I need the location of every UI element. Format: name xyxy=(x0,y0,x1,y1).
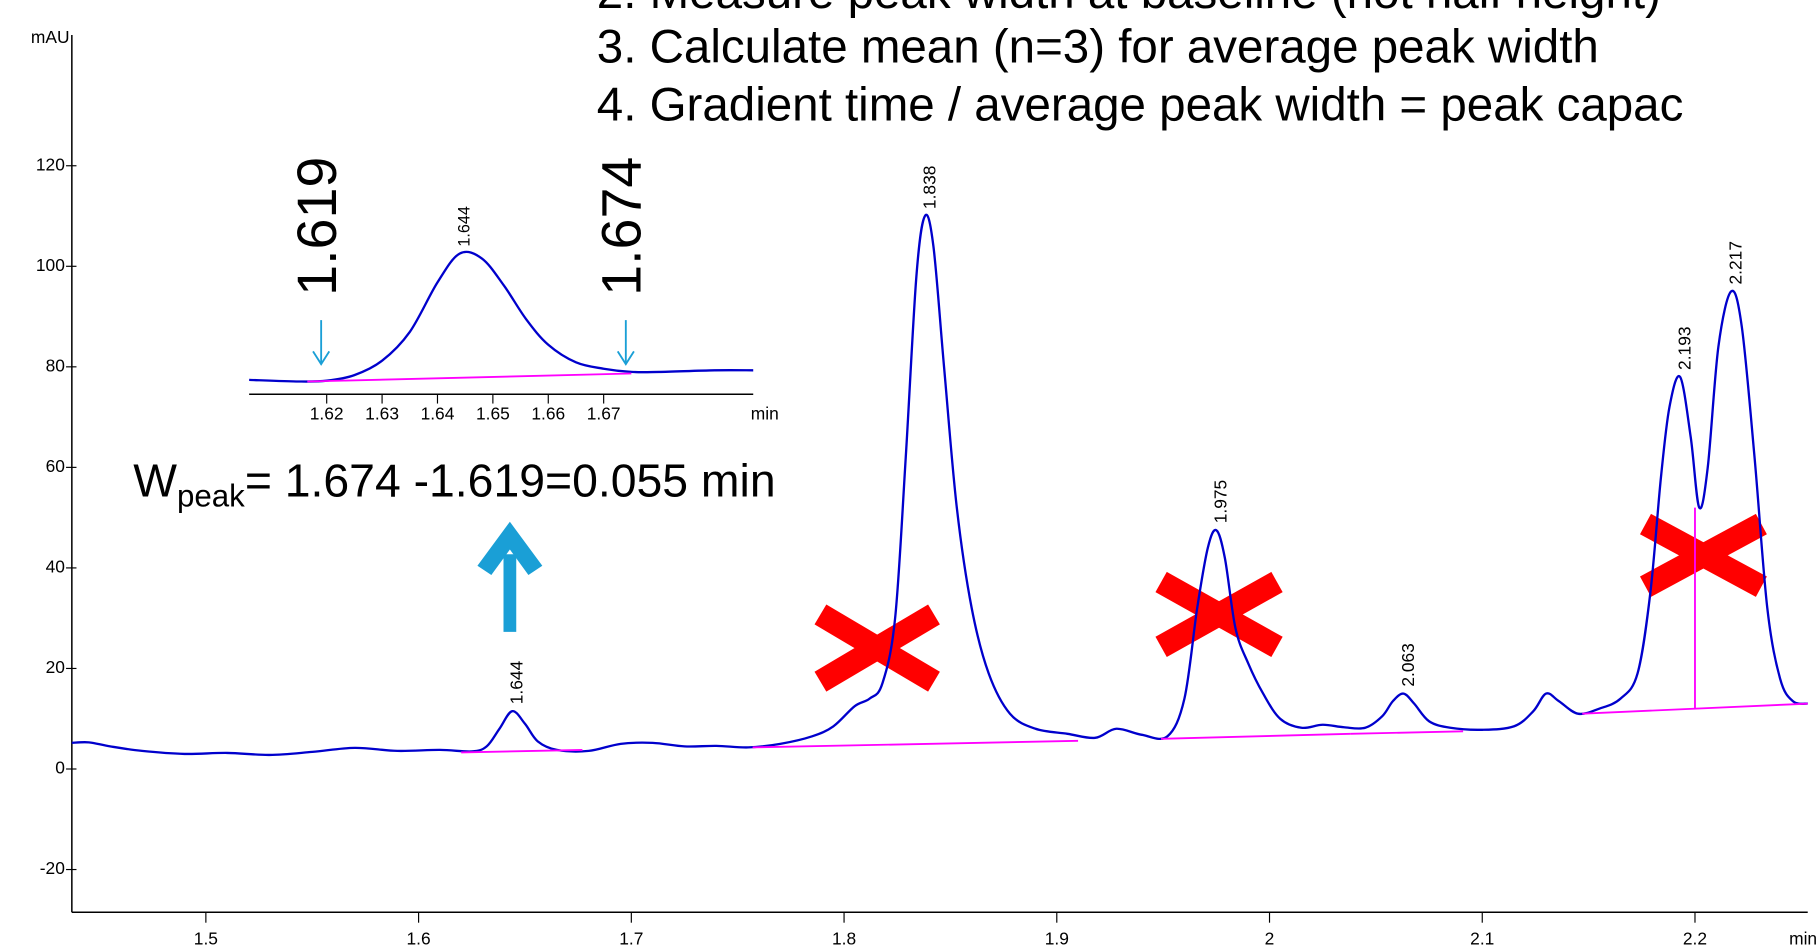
cross xyxy=(1155,571,1283,658)
marker-arrow-head xyxy=(312,350,331,366)
x-tick-label: 2.1 xyxy=(1470,929,1494,945)
y-tick-label: 40 xyxy=(46,557,65,577)
cross-marks xyxy=(814,513,1767,692)
y-axis-label: mAU xyxy=(31,27,70,47)
peak-label: 1.644 xyxy=(456,206,474,247)
peak-label: 1.644 xyxy=(507,660,527,704)
integration-baseline xyxy=(1350,730,1464,735)
x-tick-label: 1.8 xyxy=(832,929,856,945)
peak-label: 2.063 xyxy=(1398,643,1418,686)
integration-baseline xyxy=(1582,702,1808,715)
formula: Wpeak= 1.674 -1.619=0.055 min xyxy=(133,455,775,514)
inset-plot: min 1.62 1.63 1.64 1.65 1.66 1.67 1.644 1.619 1.6… xyxy=(249,157,779,424)
peak-label: 2.217 xyxy=(1726,241,1746,284)
marker-label: 1.619 xyxy=(286,157,348,296)
peak-label: 1.975 xyxy=(1211,480,1231,523)
y-tick-label: 0 xyxy=(55,758,65,778)
x-tick-label: 1.6 xyxy=(407,929,431,945)
peak-label: 1.838 xyxy=(919,166,939,209)
peak-label: 2.193 xyxy=(1674,326,1694,369)
instruction: 3. Calculate mean (n=3) for average peak… xyxy=(597,21,1599,74)
arrow-head xyxy=(477,521,543,576)
x-tick-label: 1.67 xyxy=(587,404,621,424)
integration-baseline xyxy=(307,372,632,383)
integration-baseline xyxy=(1161,732,1351,740)
x-axis-label: min xyxy=(1789,929,1817,945)
integration-baseline xyxy=(461,748,583,754)
marker-label: 1.674 xyxy=(591,157,653,296)
integration-baseline xyxy=(752,739,1079,749)
x-axis-label: min xyxy=(751,404,779,424)
x-tick-label: 1.66 xyxy=(531,404,565,424)
x-tick-label: 1.5 xyxy=(194,929,218,945)
trace xyxy=(71,213,1808,757)
x-tick-label: 1.65 xyxy=(476,404,510,424)
y-tick-label: 100 xyxy=(36,255,65,275)
y-tick-label: -20 xyxy=(40,858,65,878)
x-tick-label: 1.62 xyxy=(310,404,344,424)
up-arrow xyxy=(477,521,543,632)
formula-subscript: peak xyxy=(177,479,245,514)
x-tick-label: 1.64 xyxy=(421,404,455,424)
x-tick-label: 1.9 xyxy=(1045,929,1069,945)
instruction: 4. Gradient time / average peak width = … xyxy=(597,79,1684,132)
y-tick-label: 60 xyxy=(46,456,65,476)
cross xyxy=(814,604,940,692)
x-tick-label: 2 xyxy=(1265,929,1275,945)
x-tick-label: 1.7 xyxy=(619,929,643,945)
x-tick-label: 1.63 xyxy=(365,404,399,424)
y-tick-label: 80 xyxy=(46,355,65,375)
formula-symbol: W xyxy=(133,455,177,507)
y-tick-label: 20 xyxy=(46,657,65,677)
y-tick-label: 120 xyxy=(36,154,65,174)
x-tick-label: 2.2 xyxy=(1683,929,1707,945)
formula-expression: = 1.674 -1.619=0.055 min xyxy=(245,455,776,507)
cross xyxy=(1639,513,1767,597)
marker-arrow-head xyxy=(616,350,635,366)
instruction: 2. Measure peak width at baseline (not h… xyxy=(597,0,1661,19)
main-plot: mAU min -20 0 20 40 60 80 100 120 1.5 1.6 1.7 1.8 1.9 2… xyxy=(31,27,1817,945)
trace xyxy=(249,250,754,383)
